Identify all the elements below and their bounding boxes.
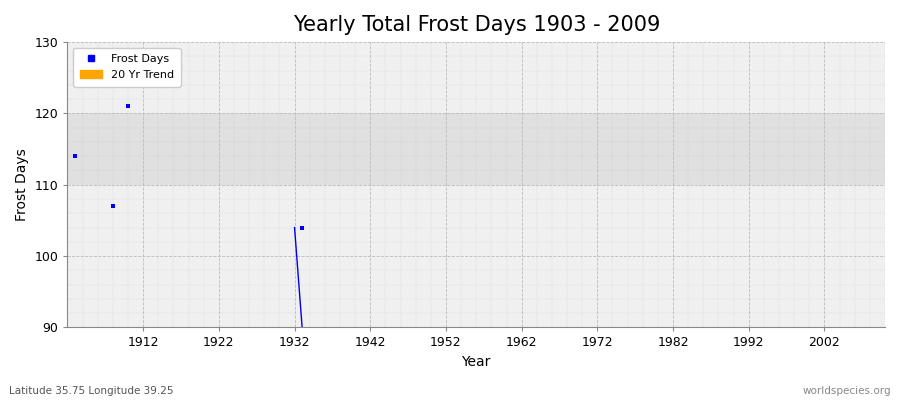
Text: Latitude 35.75 Longitude 39.25: Latitude 35.75 Longitude 39.25 — [9, 386, 174, 396]
Y-axis label: Frost Days: Frost Days — [15, 148, 29, 221]
Point — [295, 224, 310, 231]
Point — [68, 153, 82, 160]
Bar — [68, 114, 885, 185]
Point — [121, 103, 135, 110]
Point — [105, 203, 120, 209]
X-axis label: Year: Year — [462, 355, 490, 369]
Title: Yearly Total Frost Days 1903 - 2009: Yearly Total Frost Days 1903 - 2009 — [292, 15, 660, 35]
Text: worldspecies.org: worldspecies.org — [803, 386, 891, 396]
Legend: Frost Days, 20 Yr Trend: Frost Days, 20 Yr Trend — [73, 48, 181, 86]
